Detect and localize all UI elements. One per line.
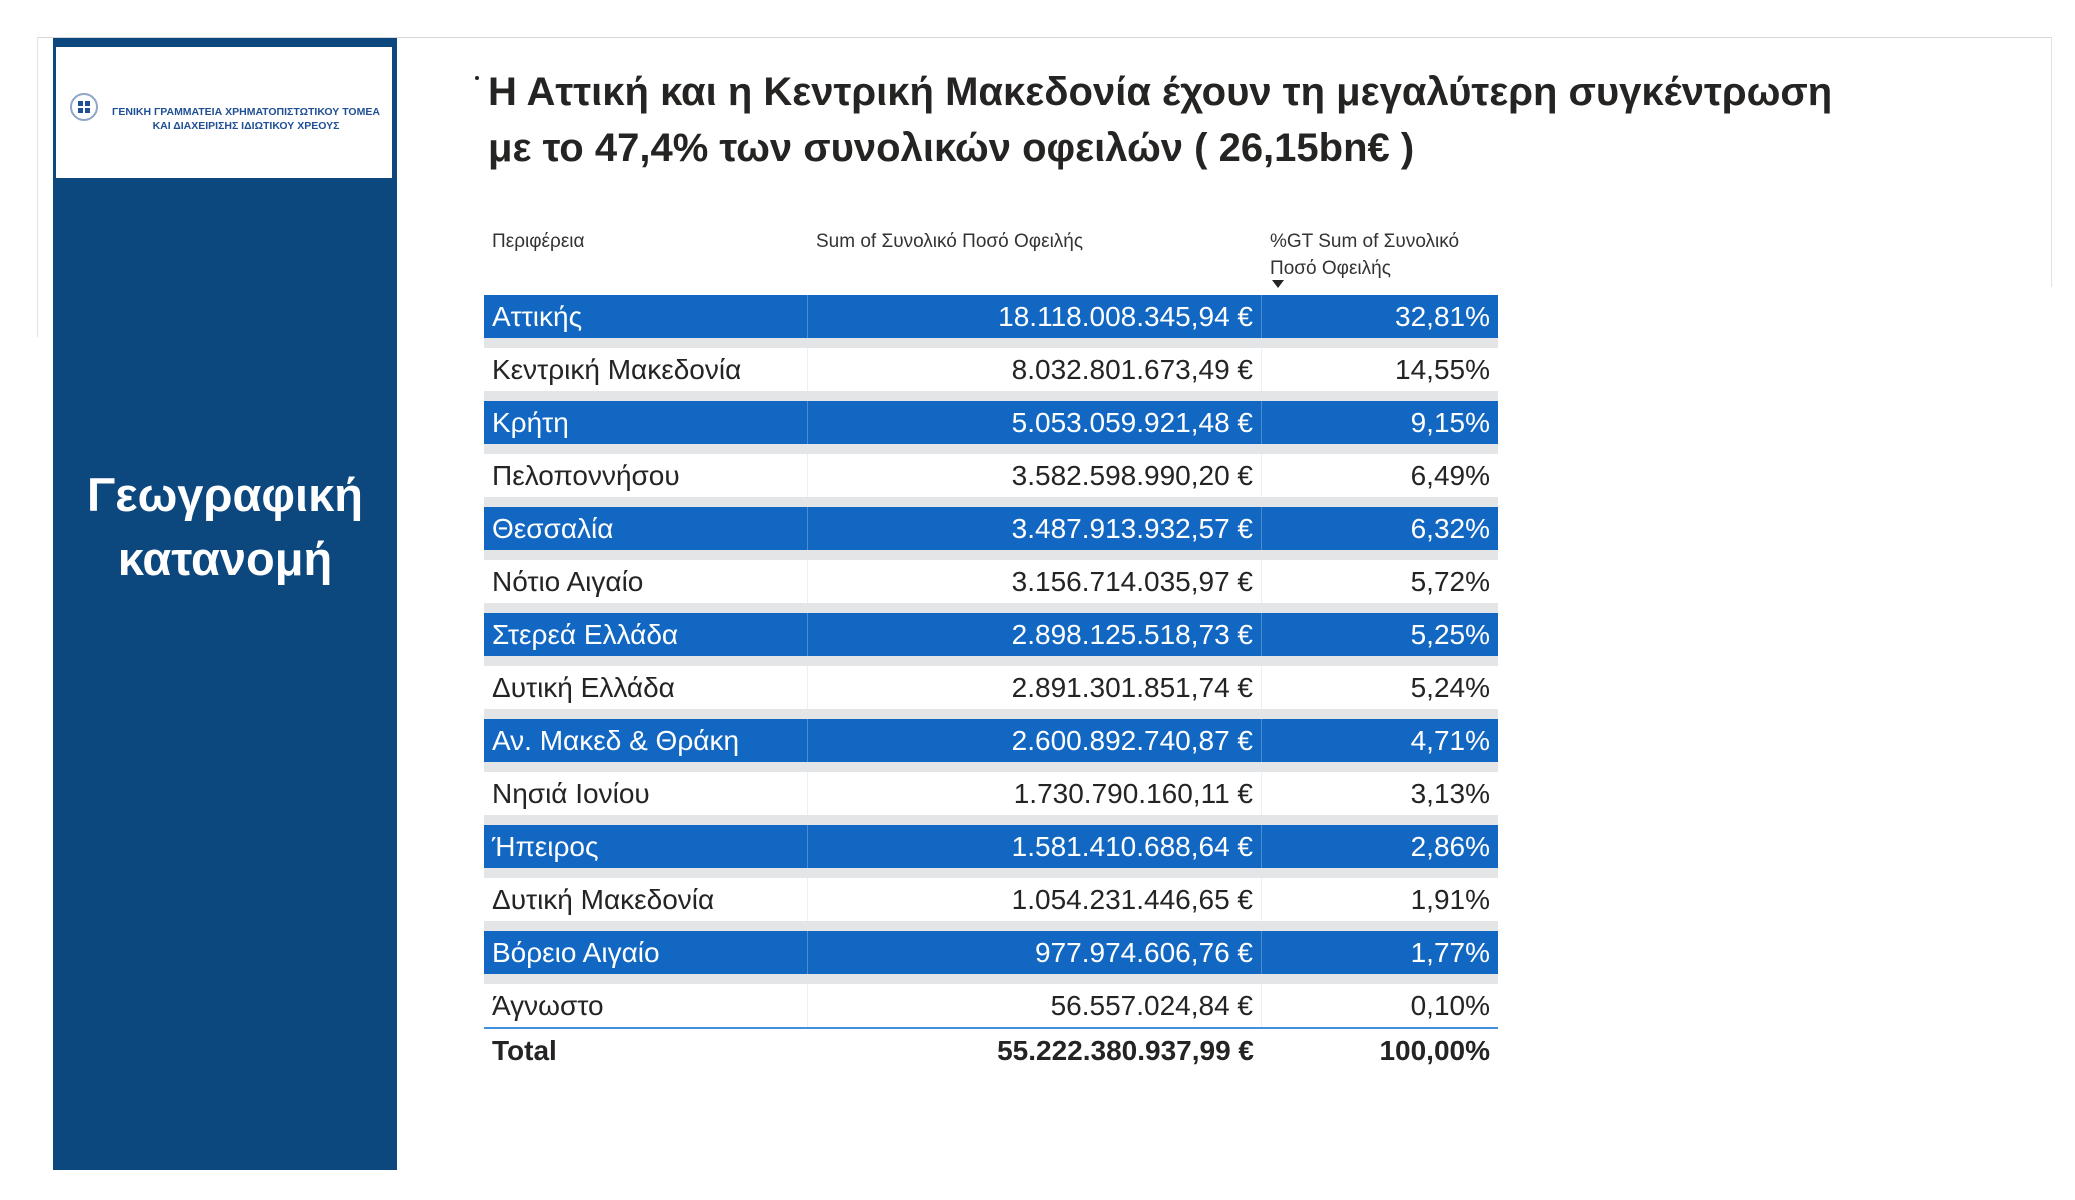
total-sum: 55.222.380.937,99 €: [997, 1035, 1254, 1066]
table-row[interactable]: Δυτική Μακεδονία 1.054.231.446,65 € 1,91%: [484, 878, 1498, 931]
slide-border: [2051, 37, 2052, 287]
cell-sum: 8.032.801.673,49 €: [808, 348, 1262, 391]
table-row[interactable]: Νησιά Ιονίου 1.730.790.160,11 € 3,13%: [484, 772, 1498, 825]
total-percent: 100,00%: [1379, 1035, 1490, 1066]
cell-sum: 1.730.790.160,11 €: [808, 772, 1262, 815]
cell-sum: 1.581.410.688,64 €: [808, 825, 1262, 868]
cell-percent: 2,86%: [1410, 831, 1490, 862]
panel-title-line1: Γεωγραφική: [87, 468, 363, 521]
cell-region: Κεντρική Μακεδονία: [484, 348, 808, 391]
header-sum[interactable]: Sum of Συνολικό Ποσό Οφειλής: [816, 231, 1084, 252]
table-header: Περιφέρεια Sum of Συνολικό Ποσό Οφειλής …: [484, 228, 1498, 295]
table-row[interactable]: Κεντρική Μακεδονία 8.032.801.673,49 € 14,5…: [484, 348, 1498, 401]
cell-sum: 2.891.301.851,74 €: [808, 666, 1262, 709]
table-row[interactable]: Αν. Μακεδ & Θράκη 2.600.892.740,87 € 4,71%: [484, 719, 1498, 772]
region-debt-table: Περιφέρεια Sum of Συνολικό Ποσό Οφειλής …: [484, 228, 1498, 1073]
table-row[interactable]: Θεσσαλία 3.487.913.932,57 € 6,32%: [484, 507, 1498, 560]
total-label: Total: [492, 1035, 557, 1066]
cell-percent: 1,91%: [1410, 884, 1490, 915]
cell-percent: 5,24%: [1410, 672, 1490, 703]
title-line2: με το 47,4% των συνολικών οφειλών ( 26,1…: [488, 126, 1415, 170]
cell-sum: 1.054.231.446,65 €: [808, 878, 1262, 921]
side-panel: ΓΕΝΙΚΗ ΓΡΑΜΜΑΤΕΙΑ ΧΡΗΜΑΤΟΠΙΣΤΩΤΙΚΟΥ ΤΟΜΕ…: [53, 38, 397, 1170]
cell-region: Βόρειο Αιγαίο: [484, 931, 808, 974]
logo-line2: ΚΑΙ ΔΙΑΧΕΙΡΙΣΗΣ ΙΔΙΩΤΙΚΟΥ ΧΡΕΟΥΣ: [152, 120, 340, 132]
slide-border: [37, 37, 38, 337]
greek-seal-icon: [70, 93, 98, 121]
cell-region: Δυτική Ελλάδα: [484, 666, 808, 709]
cell-percent: 14,55%: [1395, 354, 1490, 385]
cell-percent: 32,81%: [1395, 301, 1490, 332]
logo-text: ΓΕΝΙΚΗ ΓΡΑΜΜΑΤΕΙΑ ΧΡΗΜΑΤΟΠΙΣΤΩΤΙΚΟΥ ΤΟΜΕ…: [106, 105, 386, 133]
table-row[interactable]: Δυτική Ελλάδα 2.891.301.851,74 € 5,24%: [484, 666, 1498, 719]
header-region[interactable]: Περιφέρεια: [492, 231, 585, 252]
bullet-dot: [475, 76, 479, 80]
cell-sum: 5.053.059.921,48 €: [808, 401, 1262, 444]
cell-percent: 4,71%: [1410, 725, 1490, 756]
cell-region: Αττικής: [484, 295, 808, 338]
cell-region: Δυτική Μακεδονία: [484, 878, 808, 921]
table-row[interactable]: Βόρειο Αιγαίο 977.974.606,76 € 1,77%: [484, 931, 1498, 984]
logo: ΓΕΝΙΚΗ ΓΡΑΜΜΑΤΕΙΑ ΧΡΗΜΑΤΟΠΙΣΤΩΤΙΚΟΥ ΤΟΜΕ…: [56, 47, 392, 178]
cell-region: Θεσσαλία: [484, 507, 808, 550]
cell-sum: 977.974.606,76 €: [808, 931, 1262, 974]
panel-title: Γεωγραφική κατανομή: [53, 463, 397, 591]
table-row[interactable]: Νότιο Αιγαίο 3.156.714.035,97 € 5,72%: [484, 560, 1498, 613]
table-row[interactable]: Ήπειρος 1.581.410.688,64 € 2,86%: [484, 825, 1498, 878]
cell-percent: 5,25%: [1410, 619, 1490, 650]
cell-region: Αν. Μακεδ & Θράκη: [484, 719, 808, 762]
cell-percent: 6,32%: [1410, 513, 1490, 544]
cell-region: Κρήτη: [484, 401, 808, 444]
cell-sum: 3.582.598.990,20 €: [808, 454, 1262, 497]
header-percent[interactable]: %GT Sum of Συνολικό Ποσό Οφειλής: [1262, 228, 1498, 295]
table-body: Αττικής 18.118.008.345,94 € 32,81% Κεντρική…: [484, 295, 1498, 1029]
cell-region: Νότιο Αιγαίο: [484, 560, 808, 603]
table-row[interactable]: Αττικής 18.118.008.345,94 € 32,81%: [484, 295, 1498, 348]
total-row: Total 55.222.380.937,99 € 100,00%: [484, 1029, 1498, 1073]
cell-sum: 2.898.125.518,73 €: [808, 613, 1262, 656]
cell-percent: 1,77%: [1410, 937, 1490, 968]
table-row[interactable]: Στερεά Ελλάδα 2.898.125.518,73 € 5,25%: [484, 613, 1498, 666]
title-line1: Η Αττική και η Κεντρική Μακεδονία έχουν …: [488, 70, 1833, 114]
cell-sum: 56.557.024,84 €: [808, 984, 1262, 1027]
cell-percent: 5,72%: [1410, 566, 1490, 597]
cell-percent: 3,13%: [1410, 778, 1490, 809]
cell-percent: 9,15%: [1410, 407, 1490, 438]
sort-descending-icon[interactable]: [1272, 280, 1284, 288]
cell-percent: 6,49%: [1410, 460, 1490, 491]
cell-region: Πελοποννήσου: [484, 454, 808, 497]
logo-line1: ΓΕΝΙΚΗ ΓΡΑΜΜΑΤΕΙΑ ΧΡΗΜΑΤΟΠΙΣΤΩΤΙΚΟΥ ΤΟΜΕ…: [112, 106, 380, 118]
cell-region: Στερεά Ελλάδα: [484, 613, 808, 656]
cell-sum: 2.600.892.740,87 €: [808, 719, 1262, 762]
cell-sum: 18.118.008.345,94 €: [808, 295, 1262, 338]
cell-region: Ήπειρος: [484, 825, 808, 868]
cell-sum: 3.487.913.932,57 €: [808, 507, 1262, 550]
table-row[interactable]: Κρήτη 5.053.059.921,48 € 9,15%: [484, 401, 1498, 454]
table-row[interactable]: Άγνωστο 56.557.024,84 € 0,10%: [484, 984, 1498, 1029]
page-title: Η Αττική και η Κεντρική Μακεδονία έχουν …: [488, 64, 1988, 176]
cell-region: Άγνωστο: [484, 984, 808, 1027]
table-row[interactable]: Πελοποννήσου 3.582.598.990,20 € 6,49%: [484, 454, 1498, 507]
cell-percent: 0,10%: [1410, 990, 1490, 1021]
slide-border: [37, 37, 2052, 38]
panel-title-line2: κατανομή: [117, 532, 333, 585]
cell-region: Νησιά Ιονίου: [484, 772, 808, 815]
cell-sum: 3.156.714.035,97 €: [808, 560, 1262, 603]
header-percent-label: %GT Sum of Συνολικό Ποσό Οφειλής: [1270, 231, 1460, 279]
